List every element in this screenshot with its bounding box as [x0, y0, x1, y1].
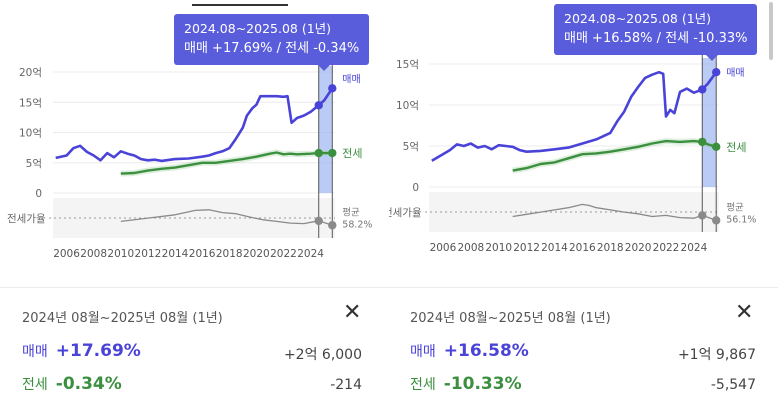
tooltip-change: 매매 +16.58% / 전세 -10.33% — [564, 31, 748, 46]
series-point — [698, 137, 707, 147]
series-line-jeonse — [120, 151, 333, 175]
tooltip-change: 매매 +17.69% / 전세 -0.34% — [184, 41, 360, 56]
series-point — [698, 85, 707, 94]
jeonse-amount: -5,547 — [710, 377, 756, 393]
y-tick-label: 0 — [35, 188, 42, 200]
highlight-region — [702, 58, 717, 187]
legend-label-sale: 매매 — [726, 67, 744, 79]
ratio-legend-value: 56.1% — [726, 214, 756, 225]
series-point — [314, 101, 323, 110]
y-tick-label: 10억 — [19, 128, 42, 140]
jeonse-row: 전세 -10.33% — [410, 374, 522, 394]
y-tick-label: 10억 — [396, 100, 419, 112]
ratio-legend-value: 58.2% — [342, 219, 372, 230]
sale-row: 매매 +16.58% — [410, 341, 529, 361]
sale-label: 매매 — [22, 344, 48, 360]
jeonse-label: 전세 — [410, 377, 436, 393]
x-tick-label: 2014 — [162, 248, 189, 260]
period-label: 2024년 08월~2025년 08월 (1년) — [22, 311, 223, 326]
x-tick-label: 2006 — [53, 248, 80, 260]
series-point — [328, 84, 337, 93]
close-icon[interactable]: ✕ — [735, 300, 754, 325]
ratio-axis-label: 전세가율 — [7, 213, 46, 225]
series-point — [712, 68, 721, 77]
jeonse-pct: -10.33% — [443, 374, 522, 394]
ratio-legend-label: 평균 — [726, 202, 744, 213]
series-point — [314, 148, 323, 158]
jeonse-label: 전세 — [22, 377, 48, 393]
x-tick-label: 2008 — [457, 242, 484, 254]
x-tick-label: 2012 — [135, 248, 162, 260]
legend-label-sale: 매매 — [342, 73, 360, 85]
y-tick-label: 15억 — [19, 97, 42, 109]
x-tick-label: 2024 — [297, 248, 324, 260]
jeonse-row: 전세 -0.34% — [22, 374, 122, 394]
y-tick-label: 15억 — [396, 59, 419, 71]
legend-label-jeonse: 전세 — [726, 141, 746, 154]
x-tick-label: 2006 — [430, 242, 457, 254]
period-tooltip: 2024.08~2025.08 (1년) 매매 +16.58% / 전세 -10… — [554, 4, 758, 61]
y-tick-label: 0 — [412, 182, 419, 194]
series-line-sale — [55, 87, 334, 163]
x-tick-label: 2022 — [653, 242, 680, 254]
series-line-ratio — [120, 209, 333, 226]
x-tick-label: 2020 — [625, 242, 652, 254]
series-line-sale — [431, 70, 718, 162]
x-tick-label: 2016 — [189, 248, 216, 260]
series-point — [314, 216, 323, 226]
jeonse-amount: -214 — [330, 377, 362, 393]
x-tick-label: 2010 — [107, 248, 134, 260]
series-point — [698, 211, 707, 220]
sale-pct: +16.58% — [443, 341, 529, 361]
x-tick-label: 2008 — [80, 248, 107, 260]
x-tick-label: 2010 — [485, 242, 512, 254]
divider — [389, 287, 778, 288]
sale-label: 매매 — [410, 344, 436, 360]
tab-indicator — [192, 4, 288, 6]
series-point — [328, 148, 337, 158]
ratio-axis-label: 전세가율 — [389, 207, 422, 219]
chart-panel-right: 15억 10억 5억 0 전세가율 200620082010201220142016201… — [389, 0, 778, 412]
highlight-region — [318, 66, 333, 193]
x-tick-label: 2012 — [513, 242, 540, 254]
series-point — [712, 216, 721, 225]
sale-amount: +2억 6,000 — [283, 347, 362, 363]
ratio-legend-label: 평균 — [342, 207, 360, 218]
series-point — [712, 142, 721, 152]
close-icon[interactable]: ✕ — [343, 300, 362, 325]
y-tick-label: 5억 — [403, 141, 419, 153]
y-tick-label: 20억 — [19, 67, 42, 79]
x-tick-label: 2014 — [541, 242, 568, 254]
sale-pct: +17.69% — [55, 341, 141, 361]
series-point — [328, 221, 337, 230]
jeonse-pct: -0.34% — [55, 374, 122, 394]
x-tick-label: 2018 — [597, 242, 624, 254]
sale-amount: +1억 9,867 — [677, 347, 756, 363]
chart-panel-left: 20억 15억 10억 5억 0 전세가율 2006 2008 2010 2012 2014 2016… — [0, 0, 389, 394]
price-chart[interactable]: 15억 10억 5억 0 전세가율 200620082010201220142016201… — [389, 0, 778, 290]
y-tick-label: 5억 — [26, 158, 42, 170]
x-tick-label: 2016 — [569, 242, 596, 254]
series-line-ratio — [512, 203, 717, 221]
price-chart[interactable]: 20억 15억 10억 5억 0 전세가율 2006 2008 2010 2012 2014 2016… — [0, 0, 389, 290]
tooltip-title: 2024.08~2025.08 (1년) — [564, 11, 712, 26]
x-tick-label: 2024 — [681, 242, 708, 254]
divider — [0, 287, 389, 288]
x-tick-label: 2020 — [243, 248, 270, 260]
tooltip-title: 2024.08~2025.08 (1년) — [184, 21, 332, 36]
x-tick-label: 2018 — [216, 248, 243, 260]
scrollbar[interactable] — [769, 2, 773, 60]
sale-row: 매매 +17.69% — [22, 341, 141, 361]
legend-label-jeonse: 전세 — [342, 147, 362, 160]
series-line-jeonse — [512, 139, 717, 172]
x-tick-label: 2022 — [270, 248, 297, 260]
period-label: 2024년 08월~2025년 08월 (1년) — [410, 311, 611, 326]
period-tooltip: 2024.08~2025.08 (1년) 매매 +17.69% / 전세 -0.… — [174, 14, 370, 71]
